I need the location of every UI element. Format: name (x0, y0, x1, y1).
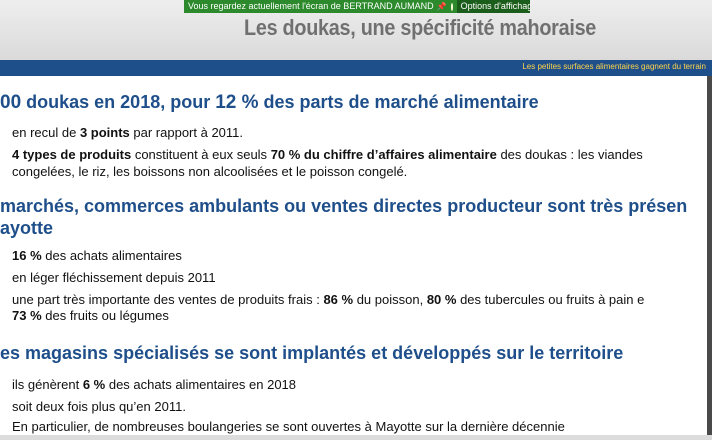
bullet-bold: 86 % (323, 292, 354, 307)
bullet-text: en recul de (12, 125, 80, 140)
bullet-text: des doukas : les viandes (496, 147, 643, 162)
bottom-strip (0, 435, 712, 440)
pin-icon[interactable]: 📌 (436, 2, 447, 11)
heading-1-share: 12 % (215, 92, 259, 113)
bullet-boulangeries: En particulier, de nombreuses boulangeri… (12, 419, 565, 434)
bullet-produits-frais: une part très importante des ventes de p… (12, 291, 644, 308)
bullet-flechissement: en léger fléchissement depuis 2011 (12, 270, 216, 285)
bullet-text: des achats alimentaires en 2018 (105, 377, 297, 392)
bullet-achats-16: 16 % des achats alimentaires (12, 247, 182, 264)
slide-title: Les doukas, une spécificité mahoraise (244, 15, 597, 40)
section-heading-2-cont: ayotte (0, 218, 54, 238)
bullet-produits-frais-cont: 73 % des fruits ou légumes (12, 307, 169, 324)
heading-1-number: 00 (0, 92, 22, 113)
bullet-types-produits-cont: congelées, le riz, les boissons non alco… (12, 164, 408, 179)
display-options-button[interactable]: Options d'affichage (456, 0, 530, 13)
bullet-text: par rapport à 2011. (129, 125, 244, 140)
bullet-bold: 73 % (12, 308, 42, 323)
bullet-bold: 4 types de produits (12, 147, 132, 162)
stop-share-icon[interactable] (450, 2, 453, 11)
bullet-bold: 6 % (82, 377, 106, 392)
slide-subtitle: Les petites surfaces alimentaires gagnen… (522, 62, 706, 71)
bullet-text: des fruits ou légumes (41, 308, 169, 323)
bullet-text: constituent à eux seuls (131, 147, 271, 162)
bullet-text: ils génèrent (12, 377, 83, 392)
section-heading-3: es magasins spécialisés se sont implanté… (0, 343, 624, 363)
window-edge (707, 76, 712, 440)
bullet-text: du poisson, (353, 292, 427, 307)
heading-1-text-end: des parts de marché alimentaire (258, 92, 539, 112)
section-heading-1: 00 doukas en 2018, pour 12 % des parts d… (0, 91, 539, 114)
heading-1-text: doukas en 2018, pour (21, 92, 216, 112)
bullet-bold: 3 points (79, 125, 130, 140)
subtitle-bar: Les petites surfaces alimentaires gagnen… (0, 60, 712, 76)
screen-share-banner: Vous regardez actuellement l'écran de BE… (184, 0, 530, 13)
bullet-types-produits: 4 types de produits constituent à eux se… (12, 146, 643, 163)
bullet-text: une part très importante des ventes de p… (12, 292, 324, 307)
bullet-bold: 70 % du chiffre d’affaires alimentaire (270, 147, 497, 162)
bullet-deux-fois: soit deux fois plus qu’en 2011. (12, 399, 186, 414)
share-message: Vous regardez actuellement l'écran de BE… (188, 1, 434, 11)
bullet-achats-6: ils génèrent 6 % des achats alimentaires… (12, 376, 296, 393)
bullet-text: des tubercules ou fruits à pain e (456, 292, 645, 307)
bullet-bold: 16 % (12, 248, 42, 263)
bullet-recul: en recul de 3 points par rapport à 2011. (12, 124, 243, 141)
section-heading-2: marchés, commerces ambulants ou ventes d… (0, 196, 688, 216)
bullet-text: des achats alimentaires (41, 248, 182, 263)
bullet-bold: 80 % (426, 292, 457, 307)
